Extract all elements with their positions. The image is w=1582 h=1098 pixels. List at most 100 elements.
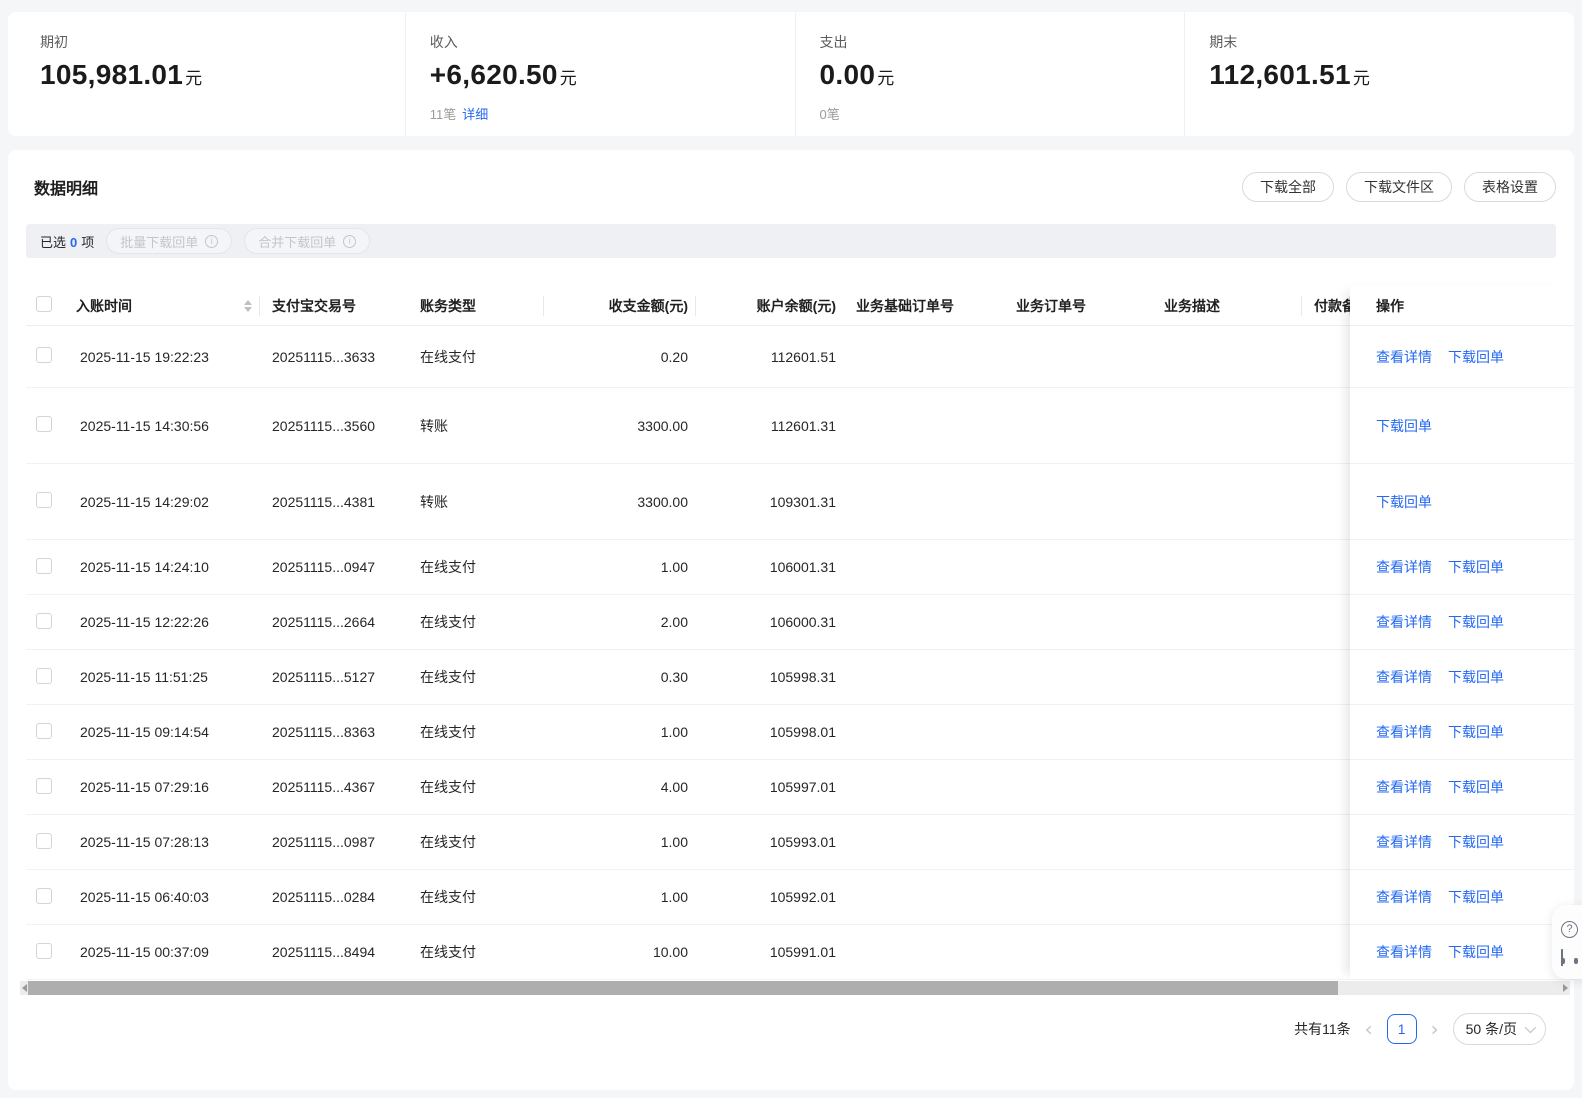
row-checkbox[interactable]: [36, 558, 52, 574]
download-receipt-link[interactable]: 下载回单: [1448, 832, 1504, 852]
income-count: 11笔: [430, 107, 457, 122]
balance-cell: 105993.01: [696, 834, 844, 850]
download-receipt-link[interactable]: 下载回单: [1448, 347, 1504, 367]
merge-download-button[interactable]: 合并下载回单i: [244, 228, 370, 254]
download-receipt-link[interactable]: 下载回单: [1448, 777, 1504, 797]
type-cell: 在线支付: [408, 612, 544, 632]
time-cell: 2025-11-15 14:24:10: [72, 559, 260, 575]
checkbox-cell: [26, 558, 72, 577]
batch-download-button[interactable]: 批量下载回单i: [106, 228, 232, 254]
view-detail-link[interactable]: 查看详情: [1376, 347, 1432, 367]
table-settings-button[interactable]: 表格设置: [1464, 172, 1556, 202]
row-checkbox[interactable]: [36, 778, 52, 794]
col-header-time: 入账时间: [72, 296, 260, 316]
balance-cell: 105992.01: [696, 889, 844, 905]
download-receipt-link[interactable]: 下载回单: [1376, 416, 1432, 436]
page-size-select[interactable]: 50 条/页: [1453, 1013, 1546, 1045]
info-icon: i: [343, 235, 356, 248]
next-page-button[interactable]: ›: [1431, 1019, 1439, 1039]
txn-id-cell: 20251115...4367: [260, 779, 408, 795]
view-detail-link[interactable]: 查看详情: [1376, 942, 1432, 962]
view-detail-link[interactable]: 查看详情: [1376, 777, 1432, 797]
table-row: 2025-11-15 12:22:2620251115...2664在线支付2.…: [26, 595, 1574, 650]
txn-id-cell: 20251115...8363: [260, 724, 408, 740]
view-detail-link[interactable]: 查看详情: [1376, 612, 1432, 632]
txn-id-cell: 20251115...0284: [260, 889, 408, 905]
expense-sub: 0笔: [820, 104, 1185, 123]
balance-cell: 112601.31: [696, 418, 844, 434]
checkbox-cell: [26, 723, 72, 742]
headset-icon[interactable]: [1561, 950, 1578, 964]
expense-count: 0笔: [820, 107, 840, 122]
select-all-checkbox[interactable]: [36, 296, 52, 312]
row-checkbox[interactable]: [36, 943, 52, 959]
scrollbar-thumb[interactable]: [28, 981, 1338, 995]
time-cell: 2025-11-15 06:40:03: [72, 889, 260, 905]
view-detail-link[interactable]: 查看详情: [1376, 887, 1432, 907]
balance-cell: 109301.31: [696, 494, 844, 510]
row-checkbox[interactable]: [36, 668, 52, 684]
expense-label: 支出: [820, 32, 1185, 52]
opening-label: 期初: [40, 32, 405, 52]
download-receipt-link[interactable]: 下载回单: [1448, 887, 1504, 907]
row-checkbox[interactable]: [36, 347, 52, 363]
download-all-button[interactable]: 下载全部: [1242, 172, 1334, 202]
summary-expense: 支出 0.00元 0笔: [795, 12, 1185, 136]
txn-id-cell: 20251115...2664: [260, 614, 408, 630]
download-receipt-link[interactable]: 下载回单: [1376, 492, 1432, 512]
actions-cell: 查看详情下载回单: [1350, 326, 1574, 388]
amount-cell: 3300.00: [544, 494, 696, 510]
data-detail-panel: 数据明细 下载全部 下载文件区 表格设置 已选0项 批量下载回单i 合并下载回单…: [8, 150, 1574, 1090]
txn-id-cell: 20251115...3633: [260, 349, 408, 365]
download-zone-button[interactable]: 下载文件区: [1346, 172, 1452, 202]
actions-cell: 查看详情下载回单: [1350, 595, 1574, 650]
time-cell: 2025-11-15 14:29:02: [72, 494, 260, 510]
question-circle-icon[interactable]: ?: [1561, 921, 1578, 938]
current-page-button[interactable]: 1: [1387, 1014, 1417, 1044]
scroll-right-arrow-icon[interactable]: [1563, 984, 1568, 992]
horizontal-scrollbar[interactable]: [20, 981, 1570, 995]
row-checkbox[interactable]: [36, 723, 52, 739]
download-receipt-link[interactable]: 下载回单: [1448, 612, 1504, 632]
balance-cell: 105997.01: [696, 779, 844, 795]
view-detail-link[interactable]: 查看详情: [1376, 832, 1432, 852]
row-checkbox[interactable]: [36, 416, 52, 432]
expense-value: 0.00元: [820, 56, 1185, 98]
checkbox-cell: [26, 833, 72, 852]
download-receipt-link[interactable]: 下载回单: [1448, 557, 1504, 577]
table-header-row: 入账时间 支付宝交易号 账务类型 收支金额(元) 账户余额(元) 业务基础订单号…: [26, 286, 1574, 326]
type-cell: 在线支付: [408, 347, 544, 367]
download-receipt-link[interactable]: 下载回单: [1448, 667, 1504, 687]
opening-value: 105,981.01元: [40, 56, 405, 98]
checkbox-cell: [26, 943, 72, 962]
prev-page-button[interactable]: ‹: [1365, 1019, 1373, 1039]
view-detail-link[interactable]: 查看详情: [1376, 722, 1432, 742]
download-receipt-link[interactable]: 下载回单: [1448, 722, 1504, 742]
summary-opening: 期初 105,981.01元: [8, 12, 405, 136]
amount-cell: 0.20: [544, 349, 696, 365]
row-checkbox[interactable]: [36, 613, 52, 629]
amount-cell: 0.30: [544, 669, 696, 685]
income-detail-link[interactable]: 详细: [462, 107, 488, 122]
closing-value: 112,601.51元: [1209, 56, 1574, 98]
help-float-widget[interactable]: ?: [1552, 905, 1582, 979]
selected-text: 已选0项: [40, 232, 94, 251]
col-header-base-order: 业务基础订单号: [844, 296, 1004, 316]
row-checkbox[interactable]: [36, 888, 52, 904]
row-checkbox[interactable]: [36, 833, 52, 849]
view-detail-link[interactable]: 查看详情: [1376, 667, 1432, 687]
table-row: 2025-11-15 14:29:0220251115...4381转账3300…: [26, 464, 1574, 540]
summary-closing: 期末 112,601.51元: [1184, 12, 1574, 136]
txn-id-cell: 20251115...5127: [260, 669, 408, 685]
row-checkbox[interactable]: [36, 492, 52, 508]
type-cell: 在线支付: [408, 832, 544, 852]
col-header-payment: 付款备: [1302, 296, 1350, 316]
balance-cell: 106001.31: [696, 559, 844, 575]
sort-icon[interactable]: [244, 300, 252, 312]
balance-cell: 112601.51: [696, 349, 844, 365]
download-receipt-link[interactable]: 下载回单: [1448, 942, 1504, 962]
balance-cell: 106000.31: [696, 614, 844, 630]
balance-cell: 105998.01: [696, 724, 844, 740]
scroll-left-arrow-icon[interactable]: [22, 984, 27, 992]
view-detail-link[interactable]: 查看详情: [1376, 557, 1432, 577]
